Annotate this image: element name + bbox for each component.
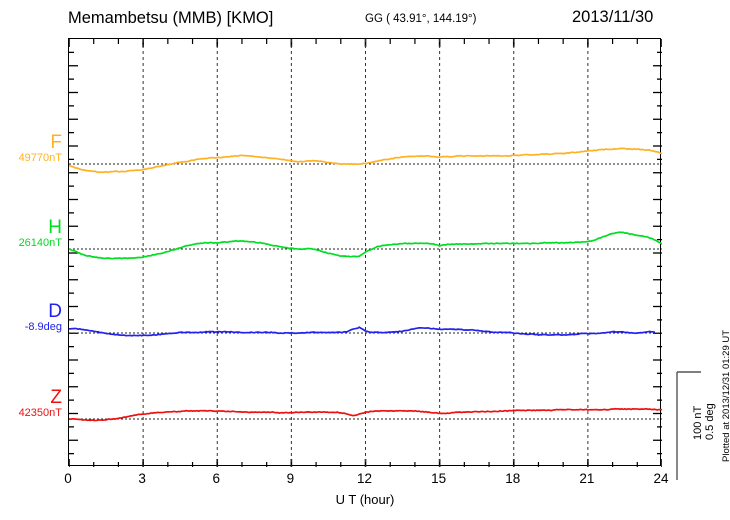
- component-letter-h: H: [48, 217, 62, 238]
- component-baseline-value-z: 42350nT: [18, 407, 62, 419]
- scale-label-nt: 100 nT: [692, 405, 704, 440]
- scale-label-deg: 0.5 deg: [704, 403, 716, 440]
- component-baseline-value-d: -8.9deg: [24, 321, 62, 333]
- trace-H: [69, 231, 662, 260]
- plotted-at-timestamp: Plotted at 2013/12/31 01:29 UT: [721, 329, 730, 462]
- x-axis-label: U T (hour): [335, 492, 395, 507]
- scale-bar-glyph: [676, 371, 701, 480]
- x-tick-label-9: 9: [286, 471, 295, 486]
- x-tick-label-6: 6: [212, 471, 221, 486]
- page-title: Memambetsu (MMB) [KMO]: [68, 9, 274, 27]
- trace-D: [69, 326, 656, 337]
- component-letter-f: F: [50, 132, 62, 153]
- component-baseline-value-f: 49770nT: [18, 152, 62, 164]
- x-tick-label-0: 0: [64, 471, 72, 486]
- plot-frame: [68, 38, 662, 467]
- geographic-coordinates: GG ( 43.91°, 144.19°): [365, 13, 477, 25]
- component-letter-d: D: [48, 301, 62, 322]
- x-tick-label-24: 24: [653, 471, 669, 486]
- magnetogram-plot: [69, 39, 662, 467]
- component-label-f: F 49770nT: [0, 133, 62, 165]
- x-tick-label-3: 3: [138, 471, 146, 486]
- trace-F: [69, 147, 662, 174]
- x-tick-label-18: 18: [505, 471, 521, 486]
- x-tick-label-21: 21: [579, 471, 595, 486]
- x-tick-label-15: 15: [431, 471, 447, 486]
- component-label-z: Z 42350nT: [0, 388, 62, 420]
- component-baseline-value-h: 26140nT: [18, 237, 62, 249]
- component-label-d: D -8.9deg: [0, 302, 62, 334]
- component-letter-z: Z: [50, 387, 62, 408]
- component-label-h: H 26140nT: [0, 218, 62, 250]
- trace-Z: [69, 407, 662, 422]
- observation-date: 2013/11/30: [572, 8, 654, 26]
- x-tick-label-12: 12: [356, 471, 373, 486]
